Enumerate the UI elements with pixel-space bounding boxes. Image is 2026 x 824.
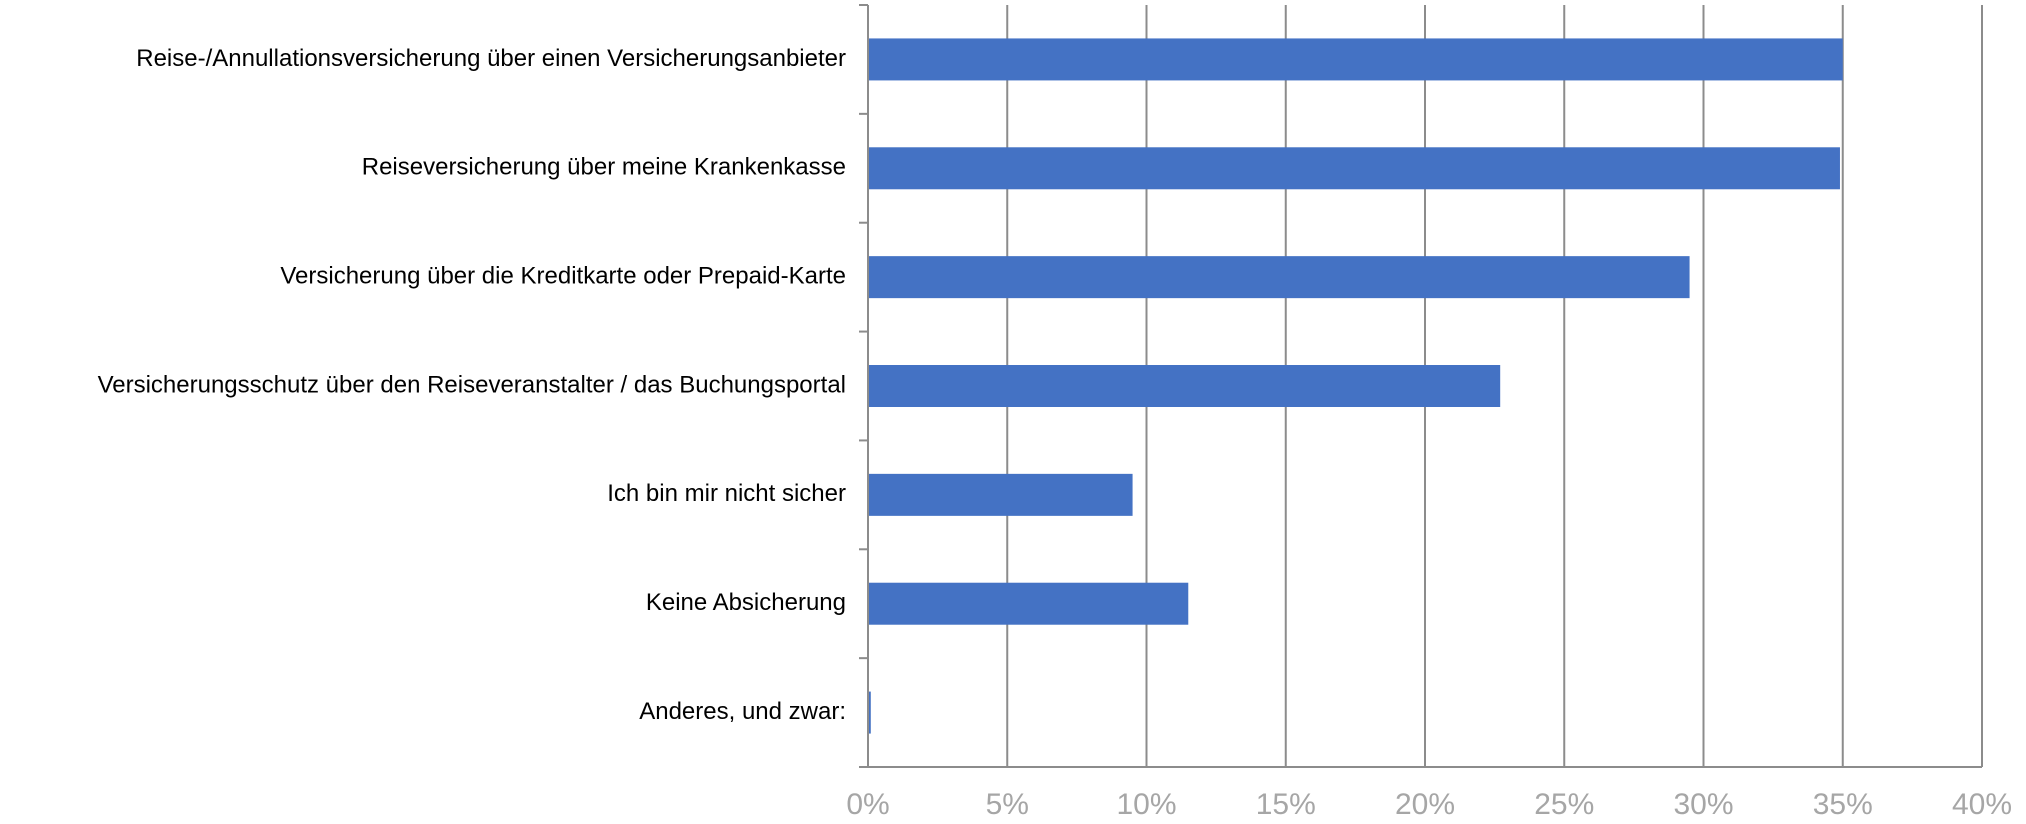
- bar: [868, 691, 871, 734]
- bar: [868, 38, 1843, 81]
- x-tick-label: 20%: [1395, 788, 1455, 819]
- x-tick-label: 25%: [1534, 788, 1594, 819]
- y-tick-label: Anderes, und zwar:: [639, 698, 846, 725]
- bar: [868, 147, 1840, 190]
- y-tick-label: Versicherungsschutz über den Reiseverans…: [98, 371, 846, 398]
- x-tick-label: 10%: [1116, 788, 1176, 819]
- x-tick-label: 15%: [1256, 788, 1316, 819]
- y-tick-label: Versicherung über die Kreditkarte oder P…: [280, 262, 846, 289]
- x-tick-label: 35%: [1813, 788, 1873, 819]
- y-tick-label: Reiseversicherung über meine Krankenkass…: [362, 154, 846, 181]
- bar: [868, 256, 1690, 299]
- y-tick-label: Ich bin mir nicht sicher: [607, 480, 846, 507]
- x-tick-label: 5%: [986, 788, 1029, 819]
- y-tick-label: Keine Absicherung: [646, 589, 846, 616]
- bar: [868, 582, 1189, 625]
- x-tick-label: 30%: [1673, 788, 1733, 819]
- bar: [868, 365, 1501, 407]
- x-tick-label: 40%: [1952, 788, 2012, 819]
- x-tick-label: 0%: [846, 788, 889, 819]
- y-tick-label: Reise-/Annullationsversicherung über ein…: [136, 45, 846, 72]
- bar: [868, 473, 1133, 516]
